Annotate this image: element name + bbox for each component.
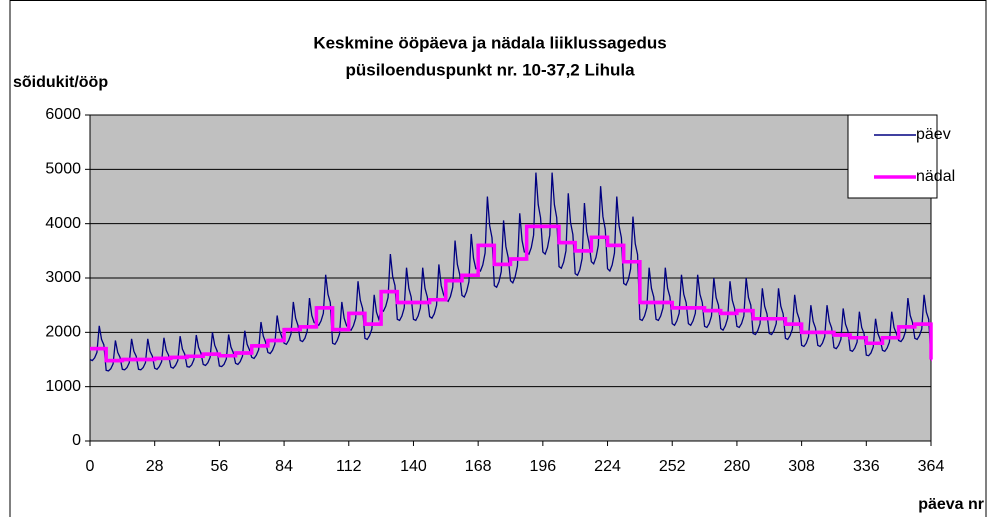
- y-tick-label: 1000: [45, 378, 81, 395]
- x-tick-label: 84: [275, 458, 293, 475]
- x-tick-label: 196: [529, 458, 556, 475]
- x-tick-label: 280: [724, 458, 751, 475]
- x-tick-label: 252: [659, 458, 686, 475]
- legend-label: nädal: [916, 168, 955, 185]
- legend-label: päev: [916, 126, 951, 143]
- x-tick-label: 28: [146, 458, 164, 475]
- x-tick-label: 140: [400, 458, 427, 475]
- chart-title: Keskmine ööpäeva ja nädala liiklussagedu…: [313, 33, 666, 52]
- y-tick-label: 6000: [45, 106, 81, 123]
- x-tick-label: 112: [336, 458, 362, 475]
- x-tick-label: 0: [86, 458, 95, 475]
- y-tick-label: 3000: [45, 269, 81, 286]
- plot-border: [89, 114, 932, 442]
- y-tick-label: 4000: [45, 215, 81, 232]
- legend-box: [847, 114, 938, 199]
- y-tick-label: 0: [72, 432, 81, 449]
- y-tick-label: 5000: [45, 161, 81, 178]
- x-tick-label: 308: [788, 458, 815, 475]
- series-line: [89, 172, 932, 372]
- x-tick-label: 224: [594, 458, 621, 475]
- y-tick-label: 2000: [45, 324, 81, 341]
- x-axis-label: päeva nr: [918, 496, 984, 513]
- y-axis-label: sõidukit/ööp: [13, 74, 108, 91]
- chart-subtitle: püsiloenduspunkt nr. 10-37,2 Lihula: [345, 60, 635, 79]
- x-tick-label: 56: [210, 458, 228, 475]
- x-tick-label: 336: [853, 458, 880, 475]
- x-tick-label: 364: [918, 458, 945, 475]
- x-tick-label: 168: [465, 458, 492, 475]
